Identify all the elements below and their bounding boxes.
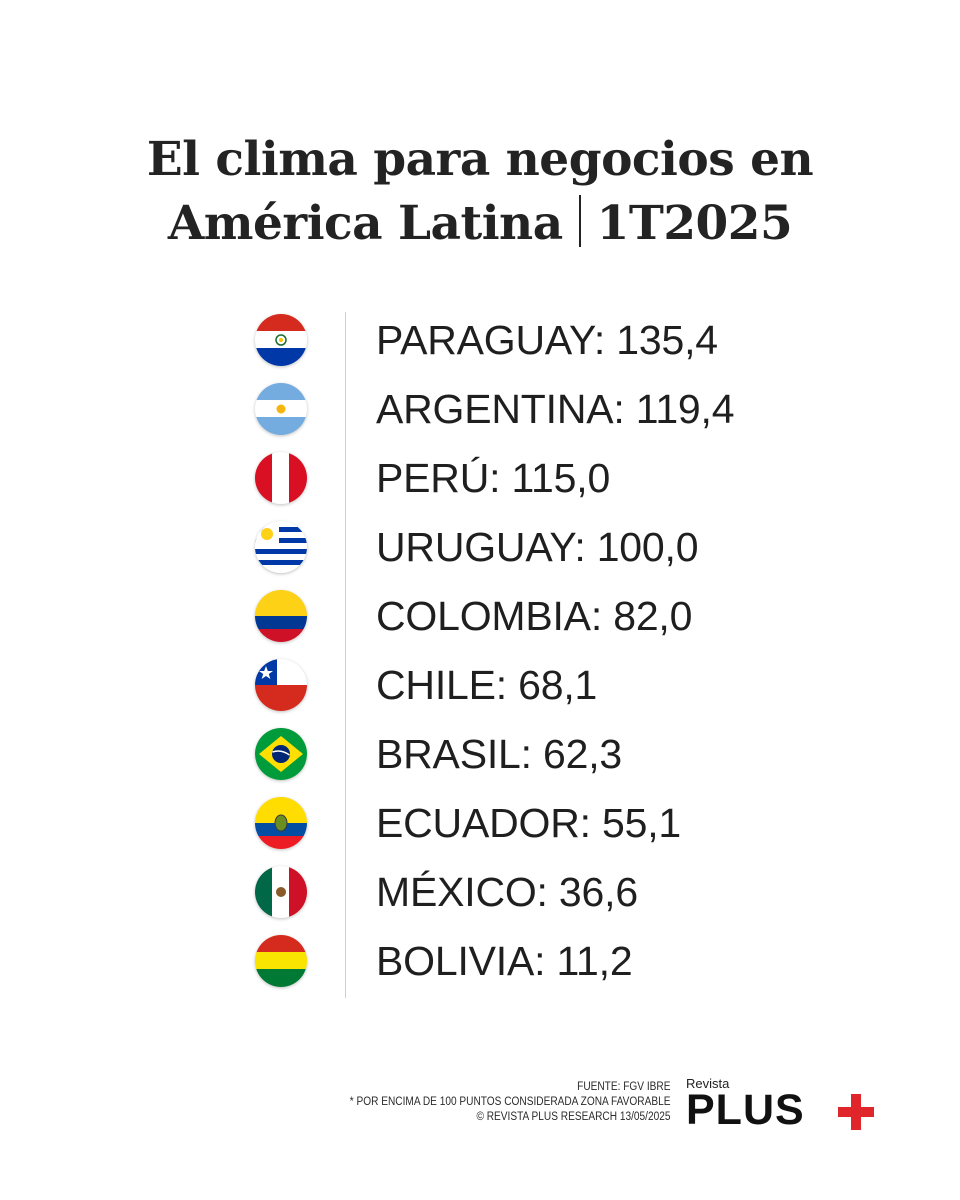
page-title: El clima para negocios en América Latina… — [0, 128, 960, 256]
ecuador-flag-icon — [255, 797, 307, 849]
uruguay-flag-icon — [255, 521, 307, 573]
country-label: CHILE: 68,1 — [376, 662, 598, 708]
list-item: MÉXICO: 36,6 — [0, 858, 960, 926]
brand-logo: Revista PLUS — [686, 1076, 886, 1136]
title-line-2: América Latina 1T2025 — [0, 192, 960, 256]
list-item: BRASIL: 62,3 — [0, 720, 960, 788]
list-item: PARAGUAY: 135,4 — [0, 306, 960, 374]
list-item: PERÚ: 115,0 — [0, 444, 960, 512]
country-label: ARGENTINA: 119,4 — [376, 386, 735, 432]
country-label: BOLIVIA: 11,2 — [376, 938, 633, 984]
footer-note: * POR ENCIMA DE 100 PUNTOS CONSIDERADA Z… — [349, 1096, 670, 1108]
list-item: COLOMBIA: 82,0 — [0, 582, 960, 650]
title-separator — [578, 195, 581, 247]
country-label: URUGUAY: 100,0 — [376, 524, 699, 570]
source-footer: FUENTE: FGV IBRE * POR ENCIMA DE 100 PUN… — [349, 1080, 670, 1125]
title-line-1: El clima para negocios en — [146, 132, 814, 187]
list-item: BOLIVIA: 11,2 — [0, 927, 960, 995]
vertical-divider — [345, 312, 346, 998]
bolivia-flag-icon — [255, 935, 307, 987]
country-label: PARAGUAY: 135,4 — [376, 317, 718, 363]
peru-flag-icon — [255, 452, 307, 504]
footer-copyright: © REVISTA PLUS RESEARCH 13/05/2025 — [475, 1111, 670, 1123]
country-label: ECUADOR: 55,1 — [376, 800, 682, 846]
country-label: MÉXICO: 36,6 — [376, 869, 638, 915]
argentina-flag-icon — [255, 383, 307, 435]
list-item: URUGUAY: 100,0 — [0, 513, 960, 581]
title-period: 1T2025 — [596, 196, 793, 251]
mexico-flag-icon — [255, 866, 307, 918]
country-label: COLOMBIA: 82,0 — [376, 593, 693, 639]
country-label: PERÚ: 115,0 — [376, 455, 611, 501]
list-item: ECUADOR: 55,1 — [0, 789, 960, 857]
footer-source: FUENTE: FGV IBRE — [576, 1081, 670, 1093]
brand-small-text: Revista — [686, 1076, 730, 1091]
list-item: ARGENTINA: 119,4 — [0, 375, 960, 443]
brazil-flag-icon — [255, 728, 307, 780]
paraguay-flag-icon — [255, 314, 307, 366]
brand-name: PLUS — [686, 1086, 805, 1134]
chile-flag-icon — [255, 659, 307, 711]
title-region: América Latina — [167, 196, 563, 251]
country-label: BRASIL: 62,3 — [376, 731, 623, 777]
colombia-flag-icon — [255, 590, 307, 642]
plus-icon — [838, 1094, 874, 1130]
list-item: CHILE: 68,1 — [0, 651, 960, 719]
